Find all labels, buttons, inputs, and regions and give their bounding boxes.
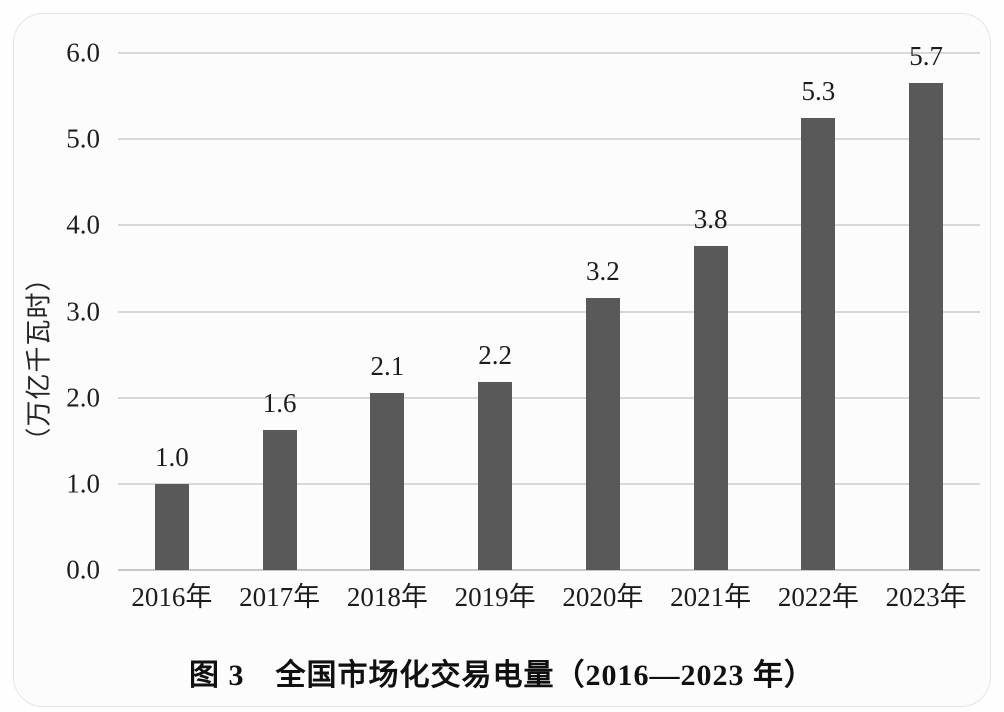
bar-columns: 1.0 2016年 1.6 2017年 2.1 2018年 2.2 2019年 3.2 2020年… <box>118 43 980 611</box>
bar-2022年 <box>801 117 836 570</box>
bar-value-label-2023年: 5.7 <box>909 41 943 72</box>
gridline-3.0 <box>118 310 980 313</box>
bar-column-2023年: 5.7 2023年 <box>872 43 980 611</box>
y-tick-label-5.0: 5.0 <box>66 123 100 154</box>
gridline-6.0 <box>118 52 980 54</box>
bar-value-label-2022年: 5.3 <box>801 75 836 106</box>
bar-2018年 <box>370 392 405 570</box>
y-axis-title-text: （万亿千瓦时） <box>24 264 54 454</box>
bar-2023年 <box>909 83 944 570</box>
x-axis-line <box>118 569 980 571</box>
x-tick-label-2023年: 2023年 <box>885 582 967 612</box>
bar-column-2018年: 2.1 2018年 <box>334 53 442 611</box>
bar-2017年 <box>262 430 297 570</box>
x-tick-label-2016年: 2016年 <box>131 582 213 612</box>
bar-column-2021年: 3.8 2021年 <box>657 53 765 611</box>
gridline-1.0 <box>118 482 980 485</box>
bar-column-2022年: 5.3 2022年 <box>765 53 873 610</box>
y-tick-label-4.0: 4.0 <box>66 209 100 240</box>
y-tick-label-1.0: 1.0 <box>66 468 100 499</box>
x-tick-label-2021年: 2021年 <box>670 582 752 612</box>
x-tick-label-2020年: 2020年 <box>562 582 644 612</box>
bar-2021年 <box>693 246 728 570</box>
x-tick-label-2019年: 2019年 <box>454 582 536 612</box>
plot-area: 1.0 2016年 1.6 2017年 2.1 2018年 2.2 2019年 3.2 2020年… <box>66 39 980 611</box>
bar-column-2020年: 3.2 2020年 <box>549 53 657 610</box>
bar-value-label-2017年: 1.6 <box>262 388 297 419</box>
gridline-5.0 <box>118 138 980 141</box>
chart-card: （万亿千瓦时） 1.0 2016年 1.6 2017年 2.1 2018年 2.2 2019年… <box>13 13 991 707</box>
bar-2019年 <box>478 382 513 570</box>
bar-value-label-2018年: 2.1 <box>370 350 405 381</box>
y-tick-label-0.0: 0.0 <box>66 554 100 585</box>
y-tick-label-2.0: 2.0 <box>66 382 100 413</box>
x-tick-label-2022年: 2022年 <box>777 582 859 612</box>
y-tick-label-6.0: 6.0 <box>66 37 100 68</box>
bar-value-label-2021年: 3.8 <box>693 204 728 235</box>
gridline-4.0 <box>118 224 980 227</box>
figure-caption: 图 3 全国市场化交易电量（2016—2023 年） <box>189 659 815 692</box>
bar-value-label-2019年: 2.2 <box>478 340 512 371</box>
bar-column-2017年: 1.6 2017年 <box>226 53 334 611</box>
gridline-2.0 <box>118 396 980 399</box>
bar-column-2016年: 1.0 2016年 <box>118 53 226 610</box>
y-tick-label-3.0: 3.0 <box>66 296 100 326</box>
bar-2020年 <box>585 297 620 570</box>
bar-value-label-2016年: 1.0 <box>155 441 189 472</box>
bar-value-label-2020年: 3.2 <box>586 255 620 286</box>
bar-column-2019年: 2.2 2019年 <box>441 53 549 611</box>
x-tick-label-2017年: 2017年 <box>239 582 321 612</box>
bar-2016年 <box>154 483 189 570</box>
x-tick-label-2018年: 2018年 <box>346 582 428 612</box>
